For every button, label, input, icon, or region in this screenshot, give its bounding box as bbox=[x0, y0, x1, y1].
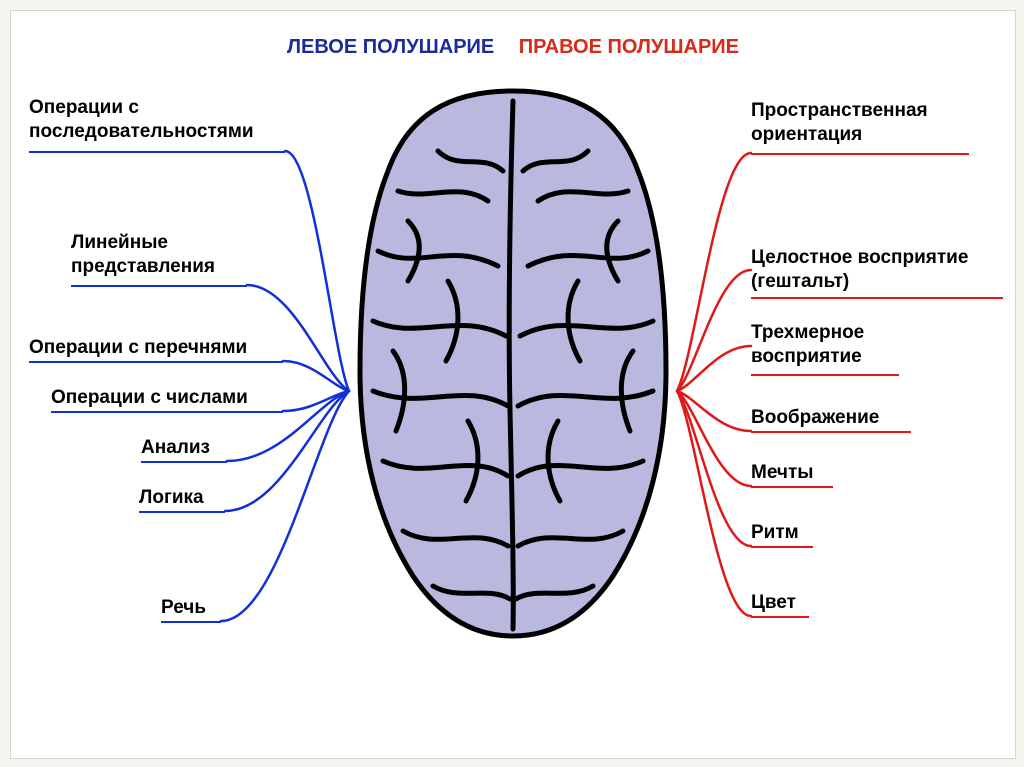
right-label-r7: Цвет bbox=[751, 591, 796, 615]
label-underline bbox=[751, 153, 969, 155]
brain-icon bbox=[338, 81, 688, 641]
diagram-frame: ЛЕВОЕ ПОЛУШАРИЕ ПРАВОЕ ПОЛУШАРИЕ bbox=[10, 10, 1016, 759]
right-label-r3: Трехмерноевосприятие bbox=[751, 321, 864, 369]
label-underline bbox=[29, 361, 283, 363]
right-label-r6: Ритм bbox=[751, 521, 799, 545]
left-label-l3: Операции с перечнями bbox=[29, 336, 247, 360]
left-label-l5: Анализ bbox=[141, 436, 210, 460]
label-underline bbox=[71, 285, 247, 287]
label-underline bbox=[51, 411, 283, 413]
title-right: ПРАВОЕ ПОЛУШАРИЕ bbox=[519, 36, 739, 59]
brain-illustration bbox=[338, 81, 688, 641]
label-underline bbox=[751, 546, 813, 548]
left-label-l6: Логика bbox=[139, 486, 204, 510]
label-underline bbox=[161, 621, 221, 623]
left-label-l7: Речь bbox=[161, 596, 206, 620]
label-underline bbox=[751, 374, 899, 376]
label-underline bbox=[751, 616, 809, 618]
label-underline bbox=[751, 486, 833, 488]
label-underline bbox=[751, 431, 911, 433]
left-label-l2: Линейныепредставления bbox=[71, 231, 215, 279]
label-underline bbox=[139, 511, 225, 513]
right-label-r5: Мечты bbox=[751, 461, 813, 485]
label-underline bbox=[751, 297, 1003, 299]
right-label-r1: Пространственнаяориентация bbox=[751, 99, 928, 147]
label-underline bbox=[29, 151, 285, 153]
right-label-r2: Целостное восприятие(гештальт) bbox=[751, 246, 968, 294]
diagram-title: ЛЕВОЕ ПОЛУШАРИЕ ПРАВОЕ ПОЛУШАРИЕ bbox=[11, 36, 1015, 59]
left-label-l4: Операции с числами bbox=[51, 386, 248, 410]
title-left: ЛЕВОЕ ПОЛУШАРИЕ bbox=[287, 36, 494, 59]
label-underline bbox=[141, 461, 227, 463]
left-label-l1: Операции споследовательностями bbox=[29, 96, 254, 144]
right-label-r4: Воображение bbox=[751, 406, 879, 430]
